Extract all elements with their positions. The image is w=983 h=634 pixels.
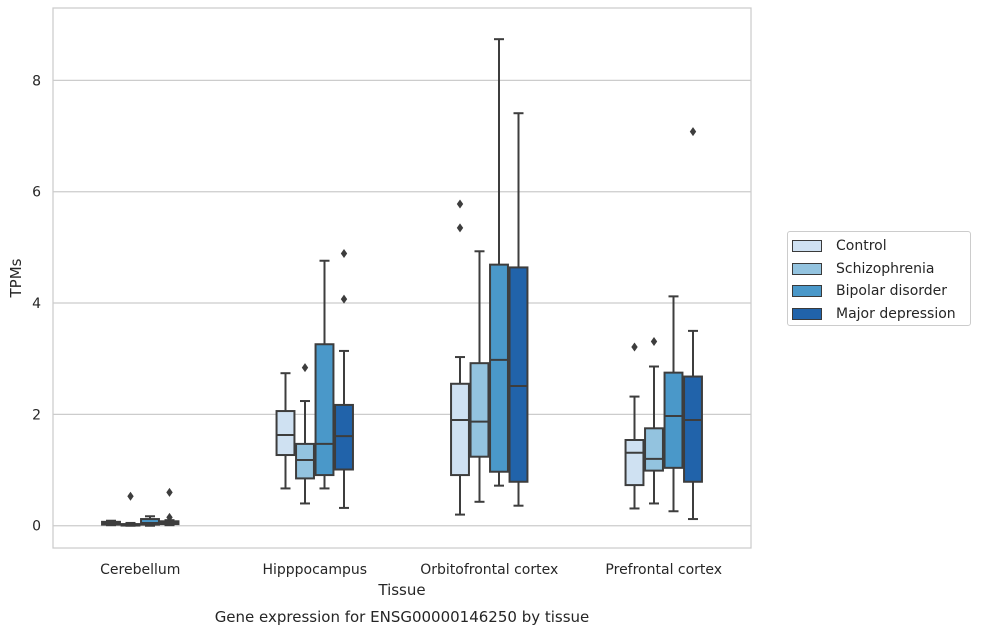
box-iqr	[663, 371, 684, 469]
x-tick-label: Hipppocampus	[262, 562, 367, 578]
x-tick-label: Orbitofrontal cortex	[420, 562, 558, 578]
chart-caption: Gene expression for ENSG00000146250 by t…	[215, 608, 590, 626]
box-schizophrenia	[469, 250, 490, 503]
legend-swatch	[792, 307, 822, 320]
box-iqr	[295, 442, 315, 480]
box-major-depression	[159, 487, 180, 527]
outlier-marker	[166, 487, 173, 497]
box-bipolar-disorder	[489, 38, 509, 487]
box-iqr	[489, 263, 509, 473]
box-schizophrenia	[644, 336, 664, 505]
box-bipolar-disorder	[140, 515, 160, 527]
x-tick-label: Cerebellum	[100, 562, 180, 578]
box-iqr	[469, 362, 490, 458]
box-series	[101, 38, 703, 527]
plot-frame	[52, 7, 752, 549]
box-iqr	[508, 266, 529, 483]
legend-item: Control	[792, 235, 970, 258]
box-iqr	[644, 427, 664, 472]
legend-label: Bipolar disorder	[836, 283, 948, 300]
box-iqr	[334, 403, 354, 471]
box-major-depression	[683, 127, 703, 521]
y-tick-label: 4	[32, 296, 41, 312]
outlier-marker	[456, 199, 464, 209]
legend-item: Bipolar disorder	[792, 280, 970, 303]
box-iqr	[624, 439, 645, 487]
box-control	[624, 342, 645, 510]
legend-label: Schizophrenia	[836, 260, 935, 277]
x-tick-labels: Cerebellum Hipppocampus Orbitofrontal cort…	[100, 562, 722, 578]
x-axis-label: Tissue	[377, 581, 425, 599]
outlier-marker	[340, 249, 348, 259]
box-schizophrenia	[295, 363, 315, 505]
y-tick-labels: 0 2 4 6 8	[32, 73, 41, 534]
y-tick-label: 0	[32, 519, 41, 535]
y-tick-label: 8	[32, 73, 41, 89]
legend-swatch	[792, 285, 822, 298]
box-control	[101, 519, 121, 527]
box-iqr	[140, 518, 160, 526]
outlier-marker	[166, 512, 173, 522]
box-schizophrenia	[120, 491, 141, 527]
box-major-depression	[334, 249, 354, 509]
outlier-marker	[127, 491, 134, 501]
legend-label: Major depression	[836, 305, 956, 322]
legend-item: Major depression	[792, 303, 970, 326]
legend: Control Schizophrenia Bipolar disorder Majo…	[787, 231, 971, 326]
legend-item: Schizophrenia	[792, 258, 970, 281]
box-bipolar-disorder	[314, 259, 335, 490]
outlier-marker	[650, 336, 658, 346]
box-control	[275, 372, 296, 490]
outlier-marker	[456, 223, 464, 233]
box-bipolar-disorder	[663, 295, 684, 513]
outlier-marker	[631, 342, 638, 352]
box-iqr	[314, 343, 335, 477]
box-iqr	[275, 410, 296, 457]
x-tick-label: Prefrontal cortex	[605, 562, 722, 578]
y-tick-label: 6	[32, 185, 41, 201]
box-major-depression	[508, 112, 529, 507]
outlier-marker	[301, 363, 309, 373]
box-iqr	[450, 382, 470, 477]
box-iqr	[683, 375, 703, 483]
outlier-marker	[689, 127, 697, 137]
y-axis-label: TPMs	[7, 258, 25, 298]
box-control	[450, 199, 470, 516]
y-tick-label: 2	[32, 407, 41, 423]
outlier-marker	[340, 294, 348, 304]
legend-swatch	[792, 240, 822, 253]
legend-swatch	[792, 262, 822, 275]
legend-label: Control	[836, 238, 887, 255]
